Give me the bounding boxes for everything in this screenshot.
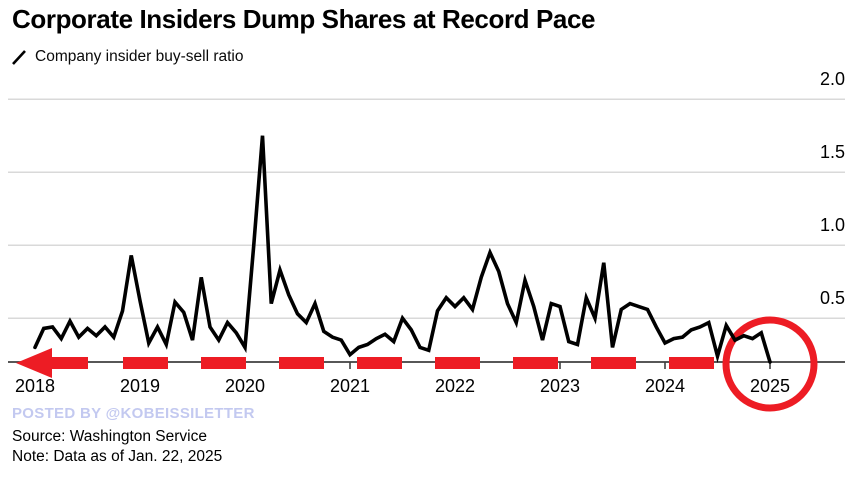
x-axis-tick-label: 2019 <box>120 376 160 396</box>
x-axis-tick-label: 2024 <box>645 376 685 396</box>
highlight-circle <box>722 316 818 412</box>
x-axis-tick-label: 2018 <box>15 376 55 396</box>
data-note: Note: Data as of Jan. 22, 2025 <box>12 448 223 465</box>
x-axis-tick-label: 2025 <box>750 376 790 396</box>
y-axis-tick-label: 1.5 <box>820 142 845 162</box>
y-axis-tick-label: 2.0 <box>820 69 845 89</box>
y-axis-tick-label: 1.0 <box>820 215 845 235</box>
watermark-posted-by: POSTED BY @KOBEISSILETTER <box>12 405 255 422</box>
x-axis-tick-label: 2023 <box>540 376 580 396</box>
x-axis-tick-label: 2022 <box>435 376 475 396</box>
slash-line-icon <box>11 49 28 66</box>
y-axis-tick-label: 0.5 <box>820 288 845 308</box>
x-axis-tick-label: 2020 <box>225 376 265 396</box>
trend-arrow-head <box>16 348 52 378</box>
source-note: Source: Washington Service <box>12 428 207 445</box>
chart-title: Corporate Insiders Dump Shares at Record… <box>12 4 596 34</box>
legend-label: Company insider buy-sell ratio <box>35 48 244 65</box>
legend: Company insider buy-sell ratio <box>11 48 243 66</box>
trend-arrow-shaft <box>50 357 88 369</box>
buy-sell-ratio-line <box>33 135 772 364</box>
x-axis-tick-label: 2021 <box>330 376 370 396</box>
